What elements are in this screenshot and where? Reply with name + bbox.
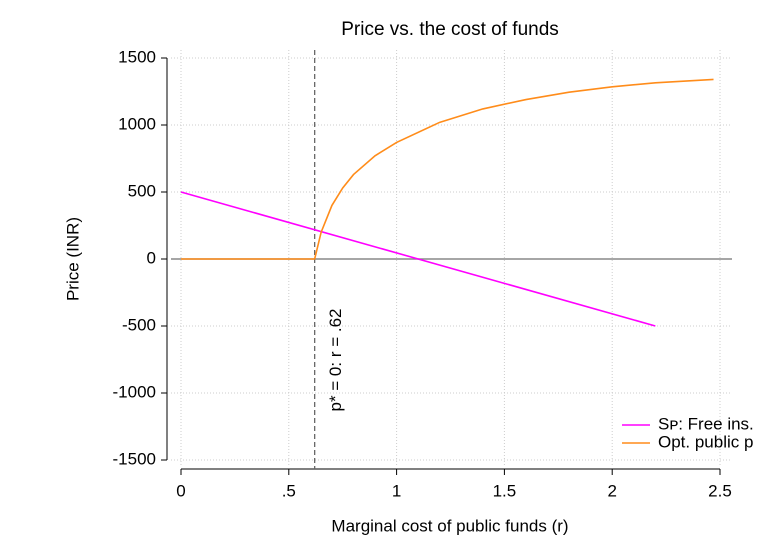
y-tick-label: 500 bbox=[128, 181, 156, 200]
annotation: p* = 0: r = .62 bbox=[326, 308, 345, 411]
line-series bbox=[181, 78, 714, 260]
y-tick-label: -1500 bbox=[113, 449, 156, 468]
x-tick-label: 2.5 bbox=[708, 481, 732, 500]
line-series bbox=[180, 191, 656, 327]
x-axis-label: Marginal cost of public funds (r) bbox=[331, 516, 568, 535]
y-tick-label: 1500 bbox=[118, 47, 156, 66]
x-tick-label: 2 bbox=[607, 481, 616, 500]
x-tick-label: 1 bbox=[392, 481, 401, 500]
y-tick-label: -1000 bbox=[113, 382, 156, 401]
legend-label: Sᴘ: Free ins. bbox=[658, 414, 754, 433]
x-tick-label: 1.5 bbox=[493, 481, 517, 500]
x-tick-label: .5 bbox=[282, 481, 296, 500]
y-tick-label: 1000 bbox=[118, 114, 156, 133]
x-tick-label: 0 bbox=[176, 481, 185, 500]
y-tick-label: -500 bbox=[122, 315, 156, 334]
y-tick-label: 0 bbox=[147, 248, 156, 267]
y-axis-label: Price (INR) bbox=[63, 217, 82, 301]
legend-label: Opt. public p bbox=[658, 432, 753, 451]
chart-title: Price vs. the cost of funds bbox=[341, 19, 559, 40]
